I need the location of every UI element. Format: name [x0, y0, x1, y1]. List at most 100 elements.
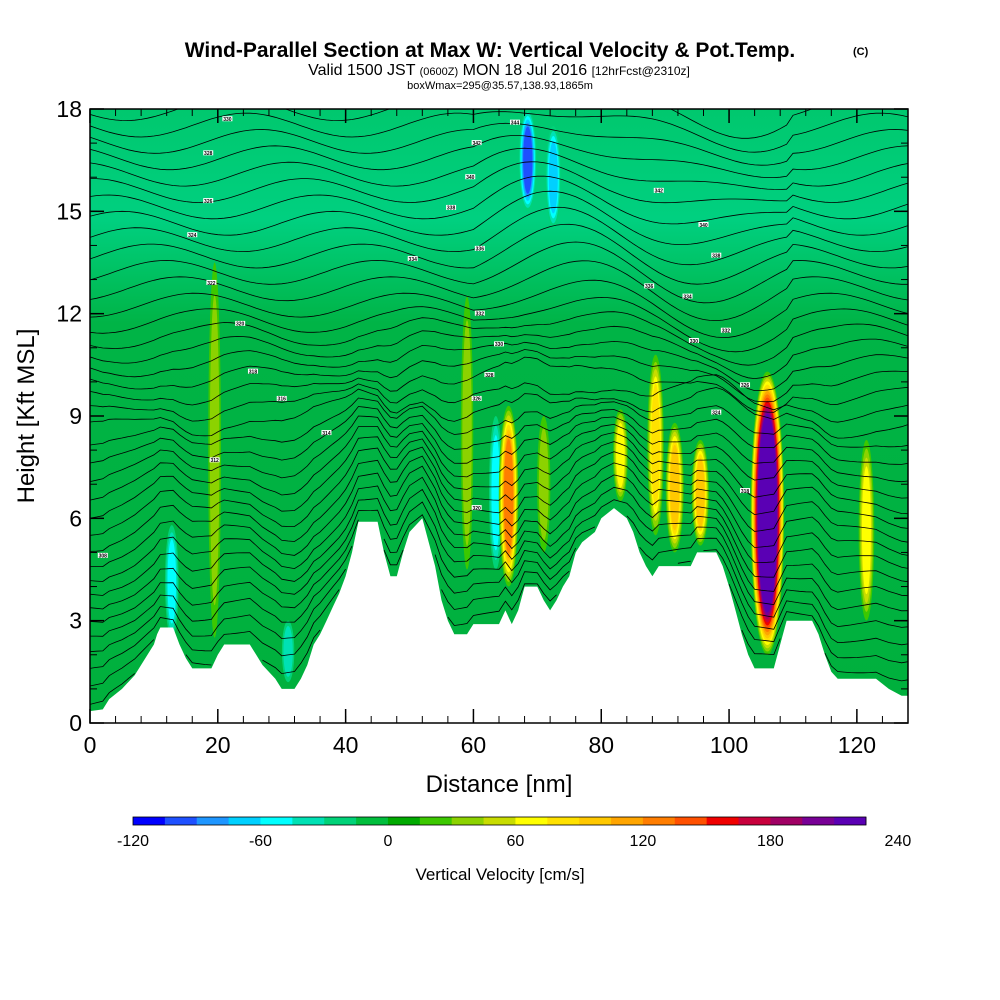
theta-label-22: 342: [653, 187, 664, 195]
terrain: [90, 508, 908, 723]
theta-label-bg: [203, 150, 214, 156]
theta-contour-33: [90, 147, 908, 190]
theta-contour-1: [90, 629, 908, 687]
theta-contour-35: [90, 122, 908, 166]
theta-label-text: 316: [278, 397, 287, 403]
updraft-core-7-level-3: [861, 466, 871, 595]
theta-label-text: 318: [249, 369, 258, 375]
colorbar-swatch-3: [228, 817, 261, 825]
theta-contour-34: [90, 135, 908, 178]
theta-label-12: 342: [471, 140, 482, 147]
theta-label-bg: [494, 341, 504, 347]
forecast-info: [12hrFcst@2310z]: [592, 64, 690, 78]
theta-label-24: 338: [711, 252, 722, 259]
theta-label-bg: [509, 119, 520, 125]
colorbar-swatch-10: [451, 817, 484, 825]
colorbar-swatch-11: [483, 817, 516, 825]
theta-contour-20: [90, 349, 908, 403]
theta-label-18: 330: [494, 341, 504, 348]
theta-contour-18: [90, 374, 908, 423]
updraft-core-8-level-1: [209, 295, 220, 606]
colorbar-swatch-13: [547, 817, 580, 825]
theta-label-28: 330: [688, 337, 699, 345]
theta-label-bg: [711, 409, 722, 415]
theta-label-bg: [247, 368, 258, 374]
theta-label-bg: [471, 395, 482, 401]
theta-contour-24: [90, 296, 908, 353]
theta-label-30: 324: [711, 409, 722, 416]
plot-area: 330 328 326 324 322 320 318 316 314 312 308 344 342 3…: [90, 109, 908, 723]
theta-label-bg: [653, 187, 664, 193]
theta-label-text: 340: [699, 223, 708, 229]
theta-contour-4: [90, 537, 908, 637]
colorbar-swatch-0: [133, 817, 166, 825]
x-tick-label: 60: [461, 732, 487, 758]
colorbar-swatch-17: [674, 817, 708, 825]
theta-label-bg: [407, 256, 418, 262]
x-tick-label: 80: [588, 732, 614, 758]
y-tick-label: 15: [56, 198, 82, 224]
theta-label-0: 330: [222, 116, 233, 123]
theta-label-9: 312: [209, 457, 220, 464]
theta-label-bg: [276, 395, 287, 401]
theta-label-bg: [471, 505, 482, 511]
theta-contour-8: [90, 474, 908, 582]
copyright-mark: (C): [853, 46, 869, 58]
colorbar-swatch-18: [706, 817, 739, 825]
theta-label-13: 340: [465, 174, 476, 181]
theta-contour-31: [90, 175, 908, 225]
theta-contour-labels: 330 328 326 324 322 320 318 316 314 312 308 344 342 3…: [97, 116, 751, 560]
x-tick-label: 120: [838, 732, 876, 758]
theta-label-text: 344: [511, 120, 520, 126]
updraft-core-2-level-3: [616, 422, 625, 488]
theta-label-bg: [740, 488, 751, 494]
colorbar-swatch-12: [515, 817, 548, 825]
theta-label-text: 320: [472, 506, 481, 512]
theta-contour-16: [90, 397, 908, 448]
theta-contour-6: [90, 499, 908, 610]
colorbar-tick-label: 180: [757, 833, 784, 850]
theta-label-bg: [682, 293, 693, 299]
theta-contour-28: [90, 223, 908, 285]
theta-label-29: 326: [740, 382, 751, 389]
theta-label-text: 326: [741, 383, 750, 389]
theta-label-bg: [474, 310, 485, 316]
colorbar-swatch-22: [834, 817, 867, 825]
theta-contour-23: [90, 311, 908, 366]
theta-label-10: 308: [97, 552, 108, 560]
theta-label-20: 326: [471, 395, 482, 403]
theta-label-3: 324: [187, 232, 198, 239]
theta-label-14: 338: [446, 204, 457, 212]
x-tick-label: 20: [205, 732, 231, 758]
downdraft-core-4-level-1: [283, 625, 293, 677]
valid-prefix: Valid 1500 JST: [308, 62, 416, 79]
y-axis-label: Height [Kft MSL]: [13, 329, 40, 504]
y-tick-label: 3: [69, 608, 82, 634]
theta-label-5: 320: [235, 320, 246, 328]
theta-label-26: 334: [682, 293, 693, 300]
theta-label-bg: [235, 320, 246, 326]
colorbar-swatch-15: [611, 817, 644, 825]
updraft-core-3-level-4: [651, 383, 660, 507]
theta-label-text: 336: [645, 284, 654, 290]
colorbar-swatch-7: [356, 817, 389, 825]
colorbar-swatch-2: [196, 817, 230, 825]
theta-label-bg: [206, 279, 217, 285]
updraft-core-0-level-7: [503, 438, 514, 554]
y-tick-label: 18: [56, 96, 82, 122]
theta-label-2: 326: [203, 198, 214, 205]
theta-label-8: 314: [321, 430, 332, 437]
updraft-core-1-level-1: [538, 427, 549, 541]
theta-label-bg: [484, 372, 495, 378]
theta-contour-29: [90, 206, 908, 266]
theta-label-27: 332: [720, 327, 731, 335]
theta-label-text: 338: [712, 253, 721, 259]
colorbar-tick-label: 60: [507, 833, 525, 850]
colorbar-swatch-9: [419, 817, 453, 825]
theta-label-text: 312: [210, 458, 219, 464]
theta-label-bg: [474, 245, 485, 251]
colorbar-tick-label: 0: [384, 833, 393, 850]
theta-label-text: 342: [472, 141, 481, 147]
colorbar-tick-label: 120: [630, 833, 657, 850]
colorbar-swatch-20: [770, 817, 803, 825]
